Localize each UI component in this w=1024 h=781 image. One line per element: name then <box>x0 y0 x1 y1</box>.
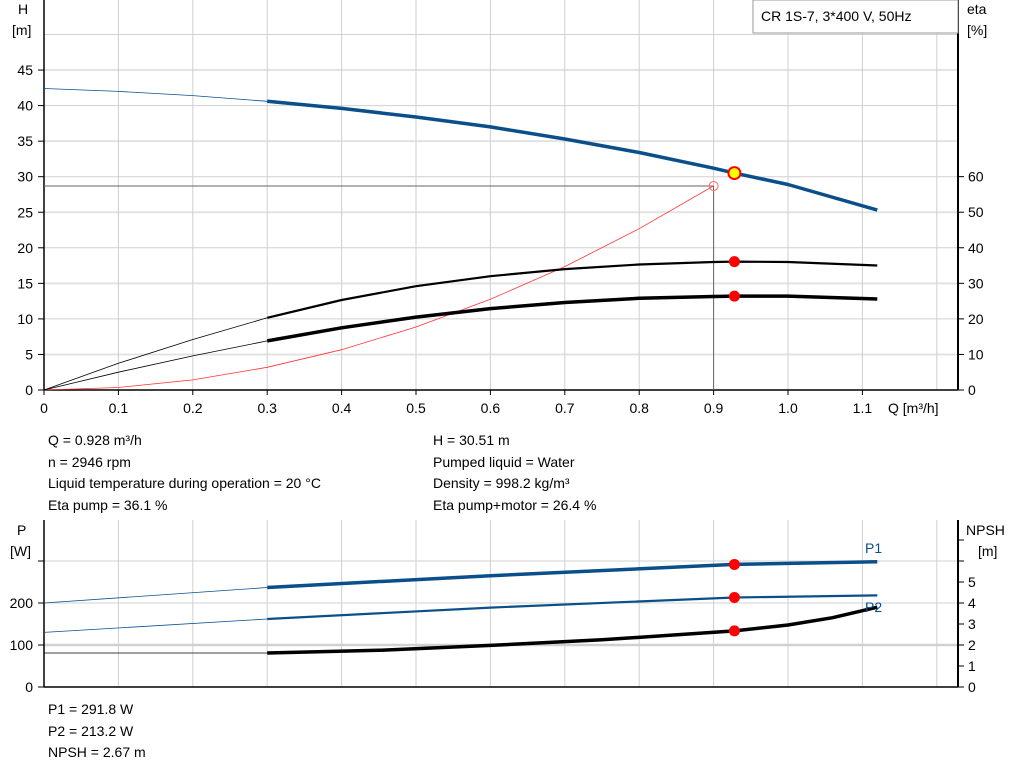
x-tick-label: 0.8 <box>629 400 649 416</box>
info-speed: n = 2946 rpm <box>48 453 131 470</box>
eta-tick-label: 10 <box>968 346 984 362</box>
legend-box <box>752 0 959 34</box>
npsh-tick-label: 3 <box>968 616 976 632</box>
info-flow: Q = 0.928 m³/h <box>48 432 142 448</box>
x-tick-label: 1.0 <box>778 400 798 416</box>
p1-curve <box>267 560 878 590</box>
x-tick-label: 0.5 <box>406 400 426 416</box>
info-liquid: Pumped liquid = Water <box>433 453 575 470</box>
y-tick-label: 0 <box>25 382 33 398</box>
p1-duty-dot <box>728 558 740 570</box>
p-axis-unit: [W] <box>10 543 31 559</box>
eta-tick-label: 40 <box>968 240 984 256</box>
npsh-tick-label: 0 <box>968 679 976 695</box>
y-tick-label: 40 <box>17 98 33 114</box>
y-tick-label: 20 <box>17 240 33 256</box>
npsh-axis-label: NPSH <box>966 522 1005 538</box>
eta-axis-label: eta <box>967 1 987 17</box>
eta-tick-label: 0 <box>968 382 976 398</box>
p2-duty-dot <box>728 591 740 603</box>
y-tick-label: 25 <box>17 204 33 220</box>
duty-point-marker <box>727 166 742 181</box>
p-axis-label: P <box>17 522 26 538</box>
info-p1: P1 = 291.8 W <box>48 701 134 717</box>
eta-tick-label: 50 <box>968 204 984 220</box>
eta-tick-label: 30 <box>968 275 984 291</box>
info-head: H = 30.51 m <box>433 432 510 448</box>
x-tick-label: 0.4 <box>332 400 352 416</box>
head-curve <box>267 99 878 212</box>
y-tick-label: 5 <box>25 346 33 362</box>
x-tick-label: 0.6 <box>481 400 501 416</box>
npsh-axis-unit: [m] <box>978 543 997 559</box>
p2-curve-label: P2 <box>865 599 882 615</box>
info-p2: P2 = 213.2 W <box>48 722 134 739</box>
x-tick-label: 1.1 <box>853 400 873 416</box>
info-eta-pump: Eta pump = 36.1 % <box>48 496 168 513</box>
system-curve <box>43 185 714 391</box>
info-left: Q = 0.928 m³/h n = 2946 rpm Liquid tempe… <box>48 430 321 516</box>
h-axis-label: H <box>18 1 28 17</box>
x-tick-label: 0.2 <box>183 400 203 416</box>
y-tick-label: 35 <box>17 133 33 149</box>
q-axis-label: Q [m³/h] <box>888 400 939 416</box>
eta-tick-label: 20 <box>968 311 984 327</box>
p2-curve-extrapolated <box>43 618 268 633</box>
info-bottom: P1 = 291.8 W P2 = 213.2 W NPSH = 2.67 m <box>48 699 146 764</box>
x-tick-label: 0.7 <box>555 400 575 416</box>
p1-curve-extrapolated <box>43 587 268 604</box>
eta-pump-duty-dot <box>728 256 740 268</box>
eta-pump-curve-extrapolated <box>43 317 268 391</box>
eta-axis-unit: [%] <box>967 22 987 38</box>
info-right: H = 30.51 m Pumped liquid = Water Densit… <box>433 430 596 516</box>
npsh-tick-label: 4 <box>968 595 976 611</box>
eta-pump-curve <box>266 260 878 319</box>
power-npsh-chart: 0 100 200 0 1 2 3 4 5 <box>10 520 976 695</box>
info-npsh: NPSH = 2.67 m <box>48 744 146 760</box>
npsh-tick-label: 5 <box>968 574 976 590</box>
p-tick-label: 100 <box>10 637 34 653</box>
eta-pump-motor-duty-dot <box>728 290 740 302</box>
legend-text: CR 1S-7, 3*400 V, 50Hz <box>761 8 911 24</box>
p2-curve <box>267 594 878 621</box>
y-tick-label: 10 <box>17 311 33 327</box>
npsh-tick-label: 1 <box>968 658 976 674</box>
eta-pump-motor-curve-extrapolated <box>43 340 268 391</box>
y-tick-label: 45 <box>17 62 33 78</box>
x-tick-label: 0.3 <box>257 400 277 416</box>
head-efficiency-chart: 0 0.1 0.2 0.3 0.4 0.5 0.6 0.7 0.8 0.9 1.0 1.1 0 5 10 15… <box>17 0 984 416</box>
p1-curve-label: P1 <box>865 540 882 556</box>
head-curve-extrapolated <box>43 88 268 102</box>
requested-point-marker <box>708 180 719 191</box>
eta-pump-motor-curve <box>266 294 878 343</box>
info-density: Density = 998.2 kg/m³ <box>433 475 570 491</box>
x-tick-label: 0.9 <box>704 400 724 416</box>
npsh-tick-label: 2 <box>968 637 976 653</box>
y-tick-label: 30 <box>17 169 33 185</box>
p-tick-label: 200 <box>10 595 34 611</box>
info-temperature: Liquid temperature during operation = 20… <box>48 475 321 491</box>
x-tick-label: 0.1 <box>109 400 129 416</box>
y-tick-label: 15 <box>17 275 33 291</box>
h-axis-unit: [m] <box>12 22 31 38</box>
x-tick-label: 0 <box>40 400 48 416</box>
info-eta-pump-motor: Eta pump+motor = 26.4 % <box>433 496 597 513</box>
p-tick-label: 0 <box>25 679 33 695</box>
npsh-curve <box>267 605 878 655</box>
eta-tick-label: 60 <box>968 169 984 185</box>
npsh-duty-dot <box>728 625 740 637</box>
